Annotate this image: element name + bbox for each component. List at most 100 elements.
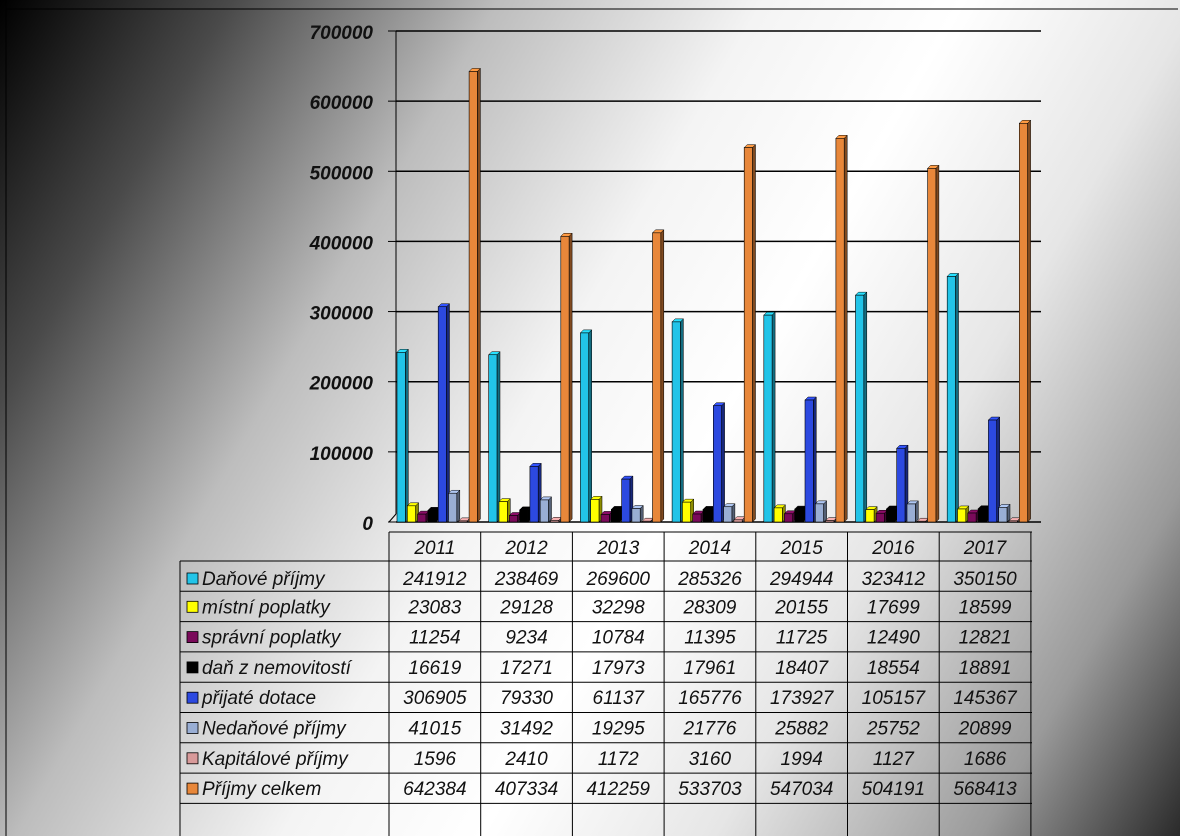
bar	[1008, 520, 1018, 523]
table-value: 105157	[862, 688, 927, 709]
bar	[621, 478, 631, 523]
table-value: 32298	[592, 597, 645, 618]
bar-side	[588, 329, 592, 523]
bar	[855, 294, 865, 523]
bar-side	[548, 496, 552, 523]
bar	[641, 520, 651, 523]
table-value: 3160	[689, 749, 732, 770]
bar	[692, 513, 702, 523]
bar-side	[863, 291, 868, 523]
y-tick-label: 500000	[310, 163, 374, 184]
legend-label: Kapitálové příjmy	[202, 749, 349, 770]
table-value: 294944	[769, 569, 833, 590]
legend-label: Příjmy celkem	[202, 779, 321, 800]
bar	[610, 509, 620, 523]
bar	[427, 510, 437, 523]
table-value: 17973	[592, 658, 645, 679]
x-tick-label: 2016	[871, 538, 915, 559]
bar-side	[1027, 119, 1031, 523]
bar-side	[915, 500, 919, 523]
table-value: 1127	[873, 749, 915, 770]
bar	[733, 519, 743, 523]
bar	[590, 499, 600, 523]
y-tick-label: 300000	[310, 304, 374, 325]
table-value: 323412	[862, 569, 926, 590]
bar	[977, 508, 987, 523]
legend-label: Nedaňové příjmy	[202, 719, 347, 740]
bar	[560, 235, 570, 523]
bar	[916, 520, 926, 523]
table-value: 18407	[775, 658, 829, 679]
bar	[988, 419, 998, 523]
table-value: 25752	[866, 719, 920, 740]
table-value: 61137	[593, 688, 646, 709]
legend-key	[186, 782, 199, 795]
bar-side	[935, 164, 940, 523]
bar	[773, 507, 783, 523]
table-value: 17271	[500, 658, 553, 679]
table-value: 238469	[494, 569, 559, 590]
bar	[631, 508, 641, 523]
bar	[723, 506, 733, 523]
bar	[508, 515, 518, 523]
bar	[406, 505, 416, 523]
bar-side	[446, 303, 450, 523]
table-value: 547034	[770, 779, 833, 800]
bar	[967, 512, 977, 523]
table-value: 25882	[774, 719, 828, 740]
bar	[804, 399, 814, 523]
table-value: 79330	[500, 688, 553, 709]
bar	[1018, 122, 1028, 523]
bar	[946, 276, 956, 523]
bar	[906, 503, 916, 523]
legend-label: správní poplatky	[202, 628, 342, 649]
table-value: 20899	[958, 719, 1012, 740]
y-tick-label: 0	[362, 514, 373, 535]
x-tick-label: 2013	[596, 538, 640, 559]
bar	[998, 507, 1008, 523]
bar	[437, 306, 447, 523]
bar	[763, 314, 773, 523]
table-value: 412259	[587, 779, 651, 800]
table-value: 28309	[683, 597, 737, 618]
bar-side	[823, 500, 827, 523]
table-value: 19295	[592, 719, 645, 740]
bar-side	[477, 67, 481, 523]
bar	[417, 513, 427, 523]
bar	[702, 509, 712, 523]
bar	[600, 514, 610, 523]
bar	[550, 520, 560, 523]
bar	[488, 354, 498, 523]
table-value: 1596	[414, 749, 457, 770]
bar	[784, 513, 794, 523]
legend-label: daň z nemovitostí	[202, 658, 353, 679]
bar	[814, 503, 824, 523]
table-value: 306905	[403, 688, 467, 709]
x-tick-label: 2011	[413, 538, 455, 559]
legend-key	[186, 600, 199, 613]
table-value: 20155	[774, 597, 828, 618]
bar	[448, 492, 458, 523]
table-value: 23083	[407, 597, 461, 618]
bar	[529, 466, 539, 523]
bar	[927, 168, 937, 523]
bar	[671, 321, 681, 523]
table-value: 145367	[953, 688, 1018, 709]
bar-side	[405, 348, 409, 523]
bar	[794, 508, 804, 523]
legend-label: místní poplatky	[202, 597, 331, 618]
bar	[652, 232, 662, 523]
table-value: 2410	[504, 749, 548, 770]
bar	[539, 499, 549, 523]
bar	[896, 447, 906, 523]
bar	[712, 405, 722, 523]
bar-side	[996, 416, 1000, 523]
bar-side	[955, 272, 959, 523]
table-value: 11254	[409, 628, 460, 649]
x-tick-label: 2012	[504, 538, 548, 559]
y-tick-label: 700000	[310, 23, 374, 44]
table-value: 31492	[500, 719, 553, 740]
table-value: 285326	[677, 569, 742, 590]
